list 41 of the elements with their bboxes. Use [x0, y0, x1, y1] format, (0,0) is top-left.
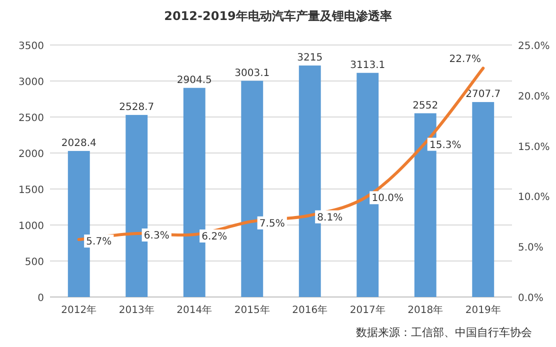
data-label: 2552 — [412, 100, 438, 112]
source-note: 数据来源：工信部、中国自行车协会 — [356, 326, 532, 339]
data-label: 15.3% — [429, 140, 462, 151]
y-tick-label: 500 — [24, 257, 44, 268]
data-label: 5.7% — [86, 236, 112, 248]
bar — [472, 102, 494, 297]
y-tick-label: 3000 — [18, 77, 44, 88]
x-tick-label: 2014年 — [176, 304, 212, 316]
data-label: 3215 — [297, 52, 323, 64]
x-tick-label: 2013年 — [118, 304, 154, 316]
y-tick-label: 0 — [38, 293, 44, 304]
data-label: 3003.1 — [234, 68, 270, 79]
data-label: 2528.7 — [119, 102, 154, 113]
data-label: 22.7% — [449, 54, 482, 66]
data-label: 6.2% — [202, 232, 228, 243]
y-tick-label: 2500 — [18, 113, 44, 124]
y2-tick-label: 5.0% — [518, 242, 544, 254]
y-tick-label: 1000 — [18, 221, 44, 232]
x-tick-label: 2019年 — [465, 304, 501, 316]
data-label: 8.1% — [317, 212, 343, 224]
y2-tick-label: 15.0% — [518, 142, 550, 153]
y-tick-label: 3500 — [18, 41, 44, 52]
y2-tick-label: 20.0% — [518, 91, 550, 102]
data-label: 10.0% — [372, 193, 404, 204]
y-tick-label: 1500 — [18, 185, 44, 196]
x-tick-label: 2012年 — [61, 304, 97, 316]
y2-tick-label: 0.0% — [518, 293, 544, 304]
y2-tick-label: 25.0% — [518, 41, 550, 52]
data-label: 2904.5 — [176, 74, 212, 86]
y-tick-label: 2000 — [18, 149, 44, 160]
x-tick-label: 2016年 — [292, 304, 328, 316]
data-label: 6.3% — [144, 230, 170, 242]
data-label: 7.5% — [259, 218, 285, 230]
data-label: 2707.7 — [466, 89, 501, 100]
x-tick-label: 2017年 — [350, 304, 386, 316]
x-tick-label: 2018年 — [408, 304, 444, 316]
y2-tick-label: 10.0% — [518, 192, 550, 204]
chart-title: 2012-2019年电动汽车产量及锂电渗透率 — [164, 9, 392, 23]
x-tick-label: 2015年 — [234, 304, 270, 316]
data-label: 2028.4 — [61, 138, 96, 149]
data-label: 3113.1 — [350, 60, 386, 71]
